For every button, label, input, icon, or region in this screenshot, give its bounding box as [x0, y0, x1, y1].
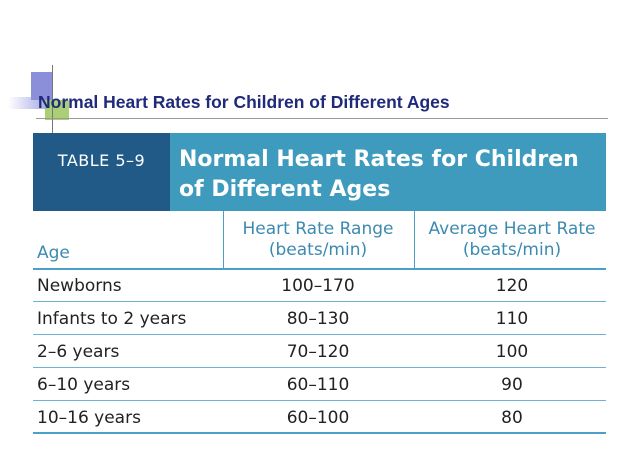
column-header-age: Age [37, 243, 70, 263]
cell-range: 60–110 [286, 375, 350, 395]
cell-age: 2–6 years [37, 342, 120, 362]
table-body: Newborns 100–170 120 Infants to 2 years … [33, 269, 606, 434]
decorative-blue-square [31, 72, 53, 100]
table-label: TABLE 5–9 [57, 150, 146, 170]
table-row: Infants to 2 years 80–130 110 [33, 302, 606, 335]
column-header-average-line-2: (beats/min) [462, 240, 562, 260]
column-header-average-line-1: Average Heart Rate [428, 219, 596, 239]
cell-age: Newborns [37, 276, 122, 296]
cell-range: 70–120 [286, 342, 350, 362]
column-header-range-line-1: Heart Rate Range [242, 219, 394, 239]
row-divider [33, 400, 606, 401]
column-header-range-line-2: (beats/min) [268, 240, 368, 260]
table-title-line-1: Normal Heart Rates for Children [179, 147, 579, 172]
cell-range: 80–130 [286, 309, 350, 329]
decorative-vertical-line [52, 65, 53, 137]
table-row: 2–6 years 70–120 100 [33, 335, 606, 368]
table-row: Newborns 100–170 120 [33, 269, 606, 302]
table-bottom-rule [33, 432, 606, 434]
cell-age: Infants to 2 years [37, 309, 187, 329]
heart-rate-table: TABLE 5–9 Normal Heart Rates for Childre… [33, 133, 606, 439]
table-row: 6–10 years 60–110 90 [33, 368, 606, 401]
table-row: 10–16 years 60–100 80 [33, 401, 606, 434]
row-divider [33, 334, 606, 335]
cell-average: 110 [495, 309, 529, 329]
header-rule [33, 268, 606, 270]
title-underline [36, 118, 608, 119]
decorative-gradient-bar [8, 97, 46, 109]
row-divider [33, 301, 606, 302]
cell-age: 6–10 years [37, 375, 131, 395]
cell-average: 120 [495, 276, 529, 296]
cell-average: 100 [495, 342, 529, 362]
cell-average: 80 [501, 408, 523, 428]
cell-age: 10–16 years [37, 408, 141, 428]
column-header-range: Heart Rate Range (beats/min) [223, 219, 413, 261]
row-divider [33, 367, 606, 368]
column-divider [414, 211, 415, 269]
table-label-box: TABLE 5–9 [33, 133, 170, 211]
column-divider [223, 211, 224, 269]
table-title: Normal Heart Rates for Children of Diffe… [179, 145, 599, 205]
cell-range: 100–170 [281, 276, 355, 296]
cell-range: 60–100 [286, 408, 350, 428]
decorative-green-square [45, 100, 69, 120]
column-header-average: Average Heart Rate (beats/min) [417, 219, 607, 261]
table-title-line-2: of Different Ages [179, 177, 391, 202]
cell-average: 90 [501, 375, 523, 395]
slide-title: Normal Heart Rates for Children of Diffe… [38, 92, 450, 112]
